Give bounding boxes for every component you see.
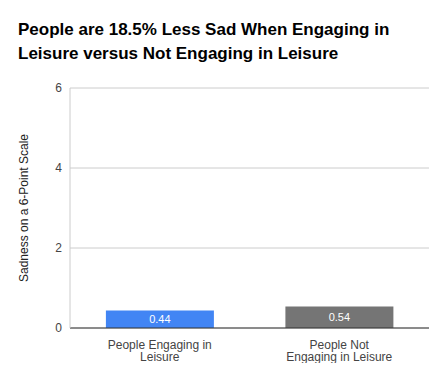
svg-text:People NotEngaging in Leisure: People NotEngaging in Leisure	[286, 338, 392, 363]
svg-text:Sadness on a 6-Point Scale: Sadness on a 6-Point Scale	[17, 134, 31, 282]
svg-text:People Engaging inLeisure: People Engaging inLeisure	[108, 338, 212, 363]
svg-text:2: 2	[55, 241, 62, 255]
svg-text:0: 0	[55, 321, 62, 335]
svg-text:6: 6	[55, 81, 62, 95]
svg-text:0.44: 0.44	[149, 313, 170, 325]
svg-text:4: 4	[55, 161, 62, 175]
html-text:People are 18.5% Less Sad When: People are 18.5% Less Sad When Engaging …	[18, 20, 390, 63]
svg-text:0.54: 0.54	[329, 311, 350, 323]
